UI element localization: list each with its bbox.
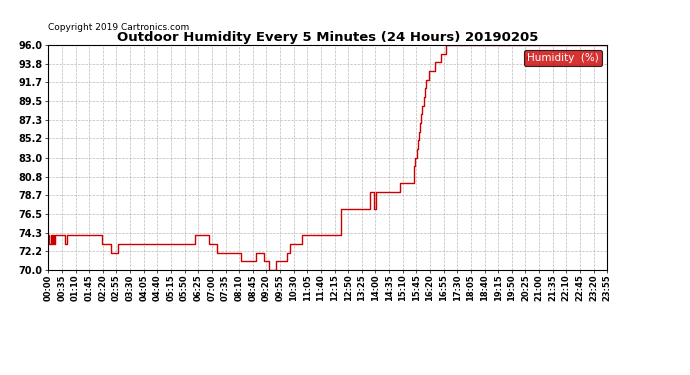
Title: Outdoor Humidity Every 5 Minutes (24 Hours) 20190205: Outdoor Humidity Every 5 Minutes (24 Hou…: [117, 31, 538, 44]
Legend: Humidity  (%): Humidity (%): [524, 50, 602, 66]
Text: Copyright 2019 Cartronics.com: Copyright 2019 Cartronics.com: [48, 22, 190, 32]
